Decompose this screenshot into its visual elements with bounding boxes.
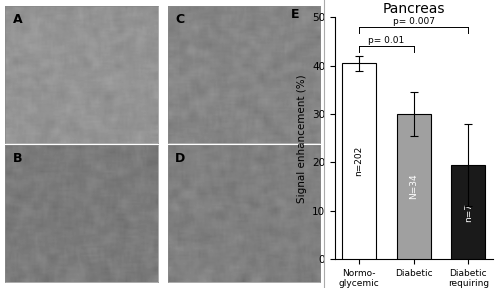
Bar: [342, 63, 376, 259]
Bar: [452, 165, 486, 259]
Text: n=7: n=7: [464, 202, 473, 221]
Text: B: B: [12, 152, 22, 165]
Y-axis label: Signal enhancement (%): Signal enhancement (%): [296, 74, 306, 202]
Text: N=34: N=34: [409, 174, 418, 199]
Text: p= 0.01: p= 0.01: [368, 36, 404, 45]
Text: n=202: n=202: [354, 146, 364, 176]
Text: E: E: [291, 7, 300, 21]
Text: C: C: [175, 13, 184, 26]
Text: D: D: [175, 152, 186, 165]
Text: A: A: [12, 13, 22, 26]
Bar: [397, 114, 430, 259]
Title: Pancreas: Pancreas: [382, 2, 445, 16]
Text: p= 0.007: p= 0.007: [393, 16, 435, 26]
